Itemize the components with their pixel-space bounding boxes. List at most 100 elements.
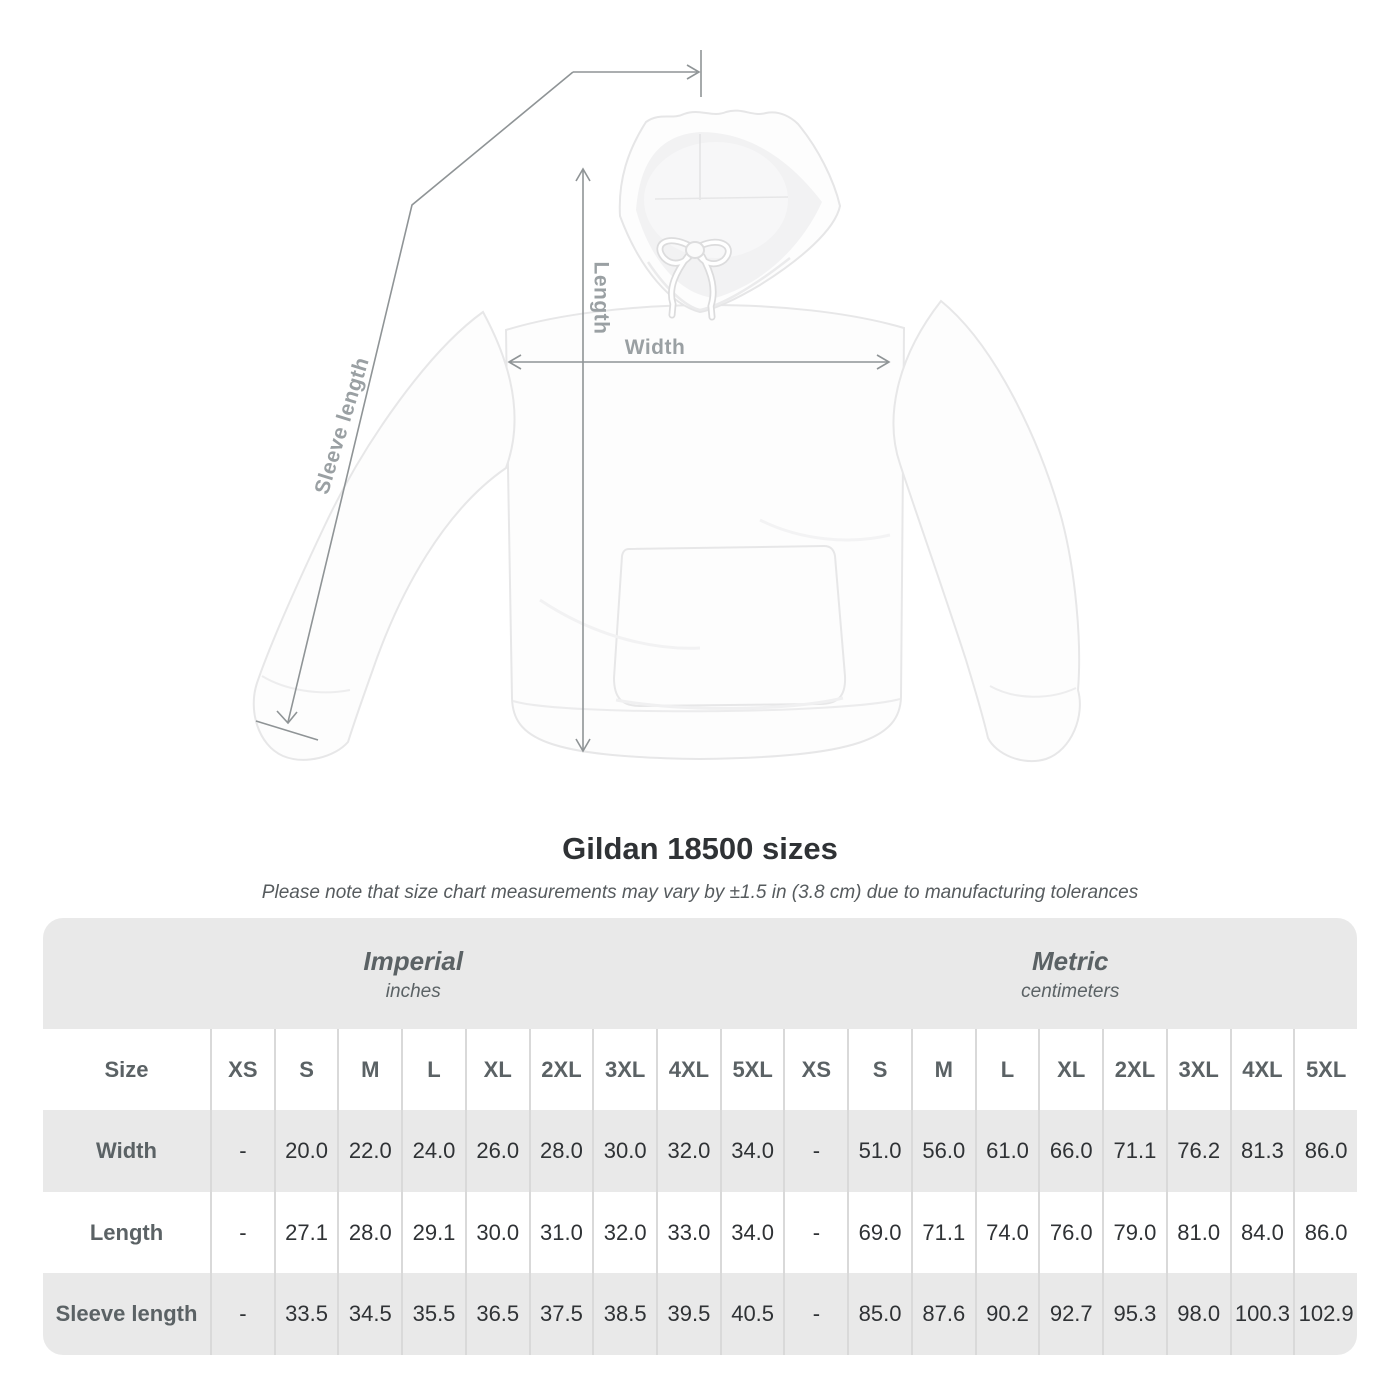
cell: 71.1 xyxy=(1102,1110,1166,1192)
cell: 92.7 xyxy=(1038,1273,1103,1355)
cell: 32.0 xyxy=(656,1110,720,1192)
cell: 27.1 xyxy=(273,1192,338,1273)
page-title: Gildan 18500 sizes xyxy=(562,831,838,866)
cell: 86.0 xyxy=(1293,1192,1357,1273)
size-col-imperial-2xl: 2XL xyxy=(528,1029,593,1110)
cell: 81.3 xyxy=(1229,1110,1294,1192)
size-col-metric-4xl: 4XL xyxy=(1229,1029,1294,1110)
length-dimension-label: Length xyxy=(589,262,612,335)
cell: 31.0 xyxy=(528,1192,593,1273)
cell: - xyxy=(783,1273,848,1355)
size-col-imperial-l: L xyxy=(401,1029,465,1110)
fold-line xyxy=(539,598,701,650)
cell: 61.0 xyxy=(974,1110,1039,1192)
cell: 98.0 xyxy=(1165,1273,1230,1355)
cell: 74.0 xyxy=(974,1192,1039,1273)
metric-unit: centimeters xyxy=(1021,981,1120,1002)
hoodie-figure: Length Width Sleeve length xyxy=(252,50,1081,763)
cell: 29.1 xyxy=(401,1192,465,1273)
sleeve-end-tick xyxy=(255,720,319,741)
cell: 71.1 xyxy=(910,1192,975,1273)
cell: 26.0 xyxy=(464,1110,529,1192)
cell: 36.5 xyxy=(464,1273,529,1355)
cell: 102.9 xyxy=(1293,1273,1357,1355)
cell: 51.0 xyxy=(847,1110,911,1192)
cell: 32.0 xyxy=(592,1192,657,1273)
cell: 28.0 xyxy=(337,1192,402,1273)
cell: 66.0 xyxy=(1038,1110,1103,1192)
imperial-unit: inches xyxy=(385,981,441,1002)
arrowhead-up xyxy=(575,167,591,182)
size-col-imperial-3xl: 3XL xyxy=(592,1029,657,1110)
kangaroo-pocket xyxy=(612,544,847,708)
pocket-shadow xyxy=(615,696,844,710)
cell: 24.0 xyxy=(401,1110,465,1192)
hoodie-diagram: Length Width Sleeve length xyxy=(252,50,1081,763)
size-chart-table: Imperial inches Metric centimeters Size … xyxy=(43,918,1357,1355)
cell: - xyxy=(210,1192,274,1273)
cell: 79.0 xyxy=(1102,1192,1166,1273)
cell: 81.0 xyxy=(1165,1192,1230,1273)
cell: 30.0 xyxy=(464,1192,529,1273)
tolerance-note: Please note that size chart measurements… xyxy=(261,882,1139,903)
size-col-metric-m: M xyxy=(910,1029,975,1110)
row-label: Length xyxy=(43,1192,210,1273)
right-sleeve xyxy=(892,299,1081,763)
arrowhead-sleeve xyxy=(276,710,298,725)
cell: 30.0 xyxy=(592,1110,657,1192)
size-col-imperial-5xl: 5XL xyxy=(719,1029,784,1110)
size-col-imperial-s: S xyxy=(273,1029,338,1110)
imperial-group-header: Imperial inches xyxy=(43,918,784,1029)
size-col-imperial-m: M xyxy=(337,1029,402,1110)
hoodie-illustration xyxy=(252,109,1081,763)
cell: 34.0 xyxy=(719,1192,784,1273)
arrowhead-left xyxy=(507,354,522,370)
cell: 35.5 xyxy=(401,1273,465,1355)
cell: - xyxy=(783,1110,848,1192)
cell: 95.3 xyxy=(1102,1273,1166,1355)
size-col-metric-2xl: 2XL xyxy=(1102,1029,1166,1110)
size-col-metric-3xl: 3XL xyxy=(1165,1029,1230,1110)
arrowhead-right2 xyxy=(876,354,891,370)
cell: - xyxy=(210,1110,274,1192)
metric-group-header: Metric centimeters xyxy=(783,918,1357,1029)
arrowhead-right xyxy=(686,64,701,80)
cell: 34.5 xyxy=(337,1273,402,1355)
cell: - xyxy=(210,1273,274,1355)
row-label: Width xyxy=(43,1110,210,1192)
row-label: Sleeve length xyxy=(43,1273,210,1355)
drawstring-bow xyxy=(656,237,732,321)
cell: 28.0 xyxy=(528,1110,593,1192)
hem-seam xyxy=(512,698,901,713)
cell: 87.6 xyxy=(910,1273,975,1355)
hood-back-panel xyxy=(644,142,788,258)
metric-label: Metric xyxy=(1031,946,1109,976)
left-cuff-seam xyxy=(261,675,351,694)
cell: 85.0 xyxy=(847,1273,911,1355)
size-col-imperial-xs: XS xyxy=(210,1029,274,1110)
cell: 100.3 xyxy=(1229,1273,1294,1355)
arrowhead-down xyxy=(575,738,591,753)
width-dimension-label: Width xyxy=(625,336,686,359)
cell: 37.5 xyxy=(528,1273,593,1355)
cell: - xyxy=(783,1192,848,1273)
cell: 56.0 xyxy=(910,1110,975,1192)
cell: 69.0 xyxy=(847,1192,911,1273)
fold-line xyxy=(759,518,891,542)
cell: 90.2 xyxy=(974,1273,1039,1355)
size-col-imperial-xl: XL xyxy=(464,1029,529,1110)
left-sleeve xyxy=(252,310,516,761)
cell: 20.0 xyxy=(273,1110,338,1192)
cell: 33.0 xyxy=(656,1192,720,1273)
size-col-metric-xs: XS xyxy=(783,1029,848,1110)
size-col-metric-s: S xyxy=(847,1029,911,1110)
sleeve-length-line xyxy=(287,71,574,723)
size-col-metric-l: L xyxy=(974,1029,1039,1110)
cell: 40.5 xyxy=(719,1273,784,1355)
size-column-header: Size xyxy=(43,1029,210,1110)
cell: 38.5 xyxy=(592,1273,657,1355)
cell: 76.0 xyxy=(1038,1192,1103,1273)
cell: 86.0 xyxy=(1293,1110,1357,1192)
size-col-imperial-4xl: 4XL xyxy=(656,1029,720,1110)
